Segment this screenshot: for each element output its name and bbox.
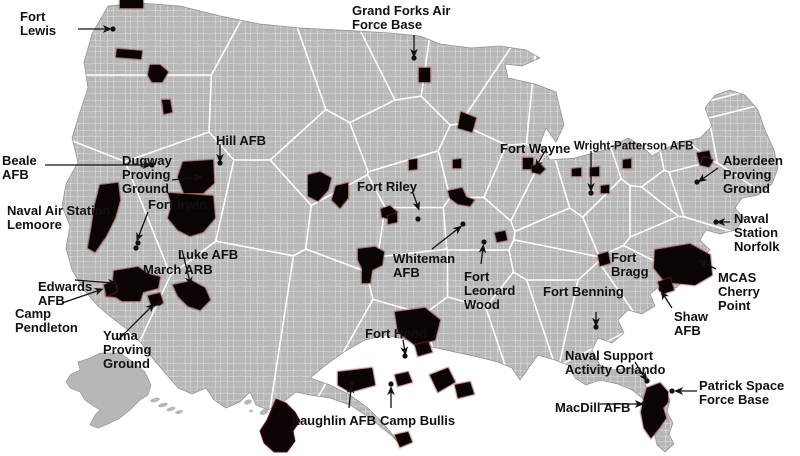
svg-text:AFB: AFB [2,167,29,182]
svg-text:Proving: Proving [723,167,771,182]
svg-text:Cherry: Cherry [718,284,761,299]
svg-text:Proving: Proving [122,167,170,182]
svg-text:March ARB: March ARB [143,262,213,277]
svg-text:Lemoore: Lemoore [7,217,62,232]
svg-text:Fort Riley: Fort Riley [357,179,418,194]
svg-text:Activity Orlando: Activity Orlando [565,362,665,377]
svg-text:MacDill AFB: MacDill AFB [555,400,630,415]
svg-text:Fort Wayne: Fort Wayne [500,141,570,156]
svg-text:Fort Irwin: Fort Irwin [148,197,207,212]
svg-text:Ground: Ground [122,181,169,196]
svg-text:Whiteman: Whiteman [393,251,455,266]
svg-text:Naval Air Station: Naval Air Station [7,203,111,218]
svg-text:Pendleton: Pendleton [15,320,78,335]
svg-text:Camp Bullis: Camp Bullis [380,413,455,428]
svg-text:Naval: Naval [734,211,769,226]
svg-text:MCAS: MCAS [718,270,757,285]
svg-text:AFB: AFB [393,265,420,280]
svg-text:Station: Station [734,225,778,240]
svg-text:Hill AFB: Hill AFB [216,133,266,148]
svg-text:Ground: Ground [723,181,770,196]
svg-text:Fort: Fort [464,269,490,284]
svg-text:Force Base: Force Base [699,392,769,407]
svg-text:Camp: Camp [15,306,51,321]
svg-text:Fort Benning: Fort Benning [543,284,624,299]
svg-text:Naval Support: Naval Support [565,348,654,363]
svg-text:Lewis: Lewis [20,23,56,38]
svg-text:Shaw: Shaw [674,309,709,324]
svg-text:Grand Forks Air: Grand Forks Air [352,3,450,18]
svg-text:Yuma: Yuma [103,328,138,343]
svg-text:Fort: Fort [20,9,46,24]
svg-text:AFB: AFB [674,323,701,338]
svg-text:Luke AFB: Luke AFB [178,247,238,262]
svg-text:Ground: Ground [103,356,150,371]
svg-text:Fort Hood: Fort Hood [365,326,427,341]
svg-text:Norfolk: Norfolk [734,239,780,254]
svg-text:Dugway: Dugway [122,153,173,168]
svg-text:Laughlin AFB: Laughlin AFB [292,413,376,428]
svg-text:Aberdeen: Aberdeen [723,153,783,168]
svg-text:Wood: Wood [464,297,500,312]
svg-text:Leonard: Leonard [464,283,515,298]
svg-text:Proving: Proving [103,342,151,357]
svg-text:Wright-Patterson AFB: Wright-Patterson AFB [574,141,693,153]
svg-text:Patrick Space: Patrick Space [699,378,784,393]
svg-text:Point: Point [718,298,751,313]
svg-text:Beale: Beale [2,153,37,168]
svg-text:Force Base: Force Base [352,17,422,32]
svg-text:Fort: Fort [611,250,637,265]
svg-text:Bragg: Bragg [611,264,649,279]
